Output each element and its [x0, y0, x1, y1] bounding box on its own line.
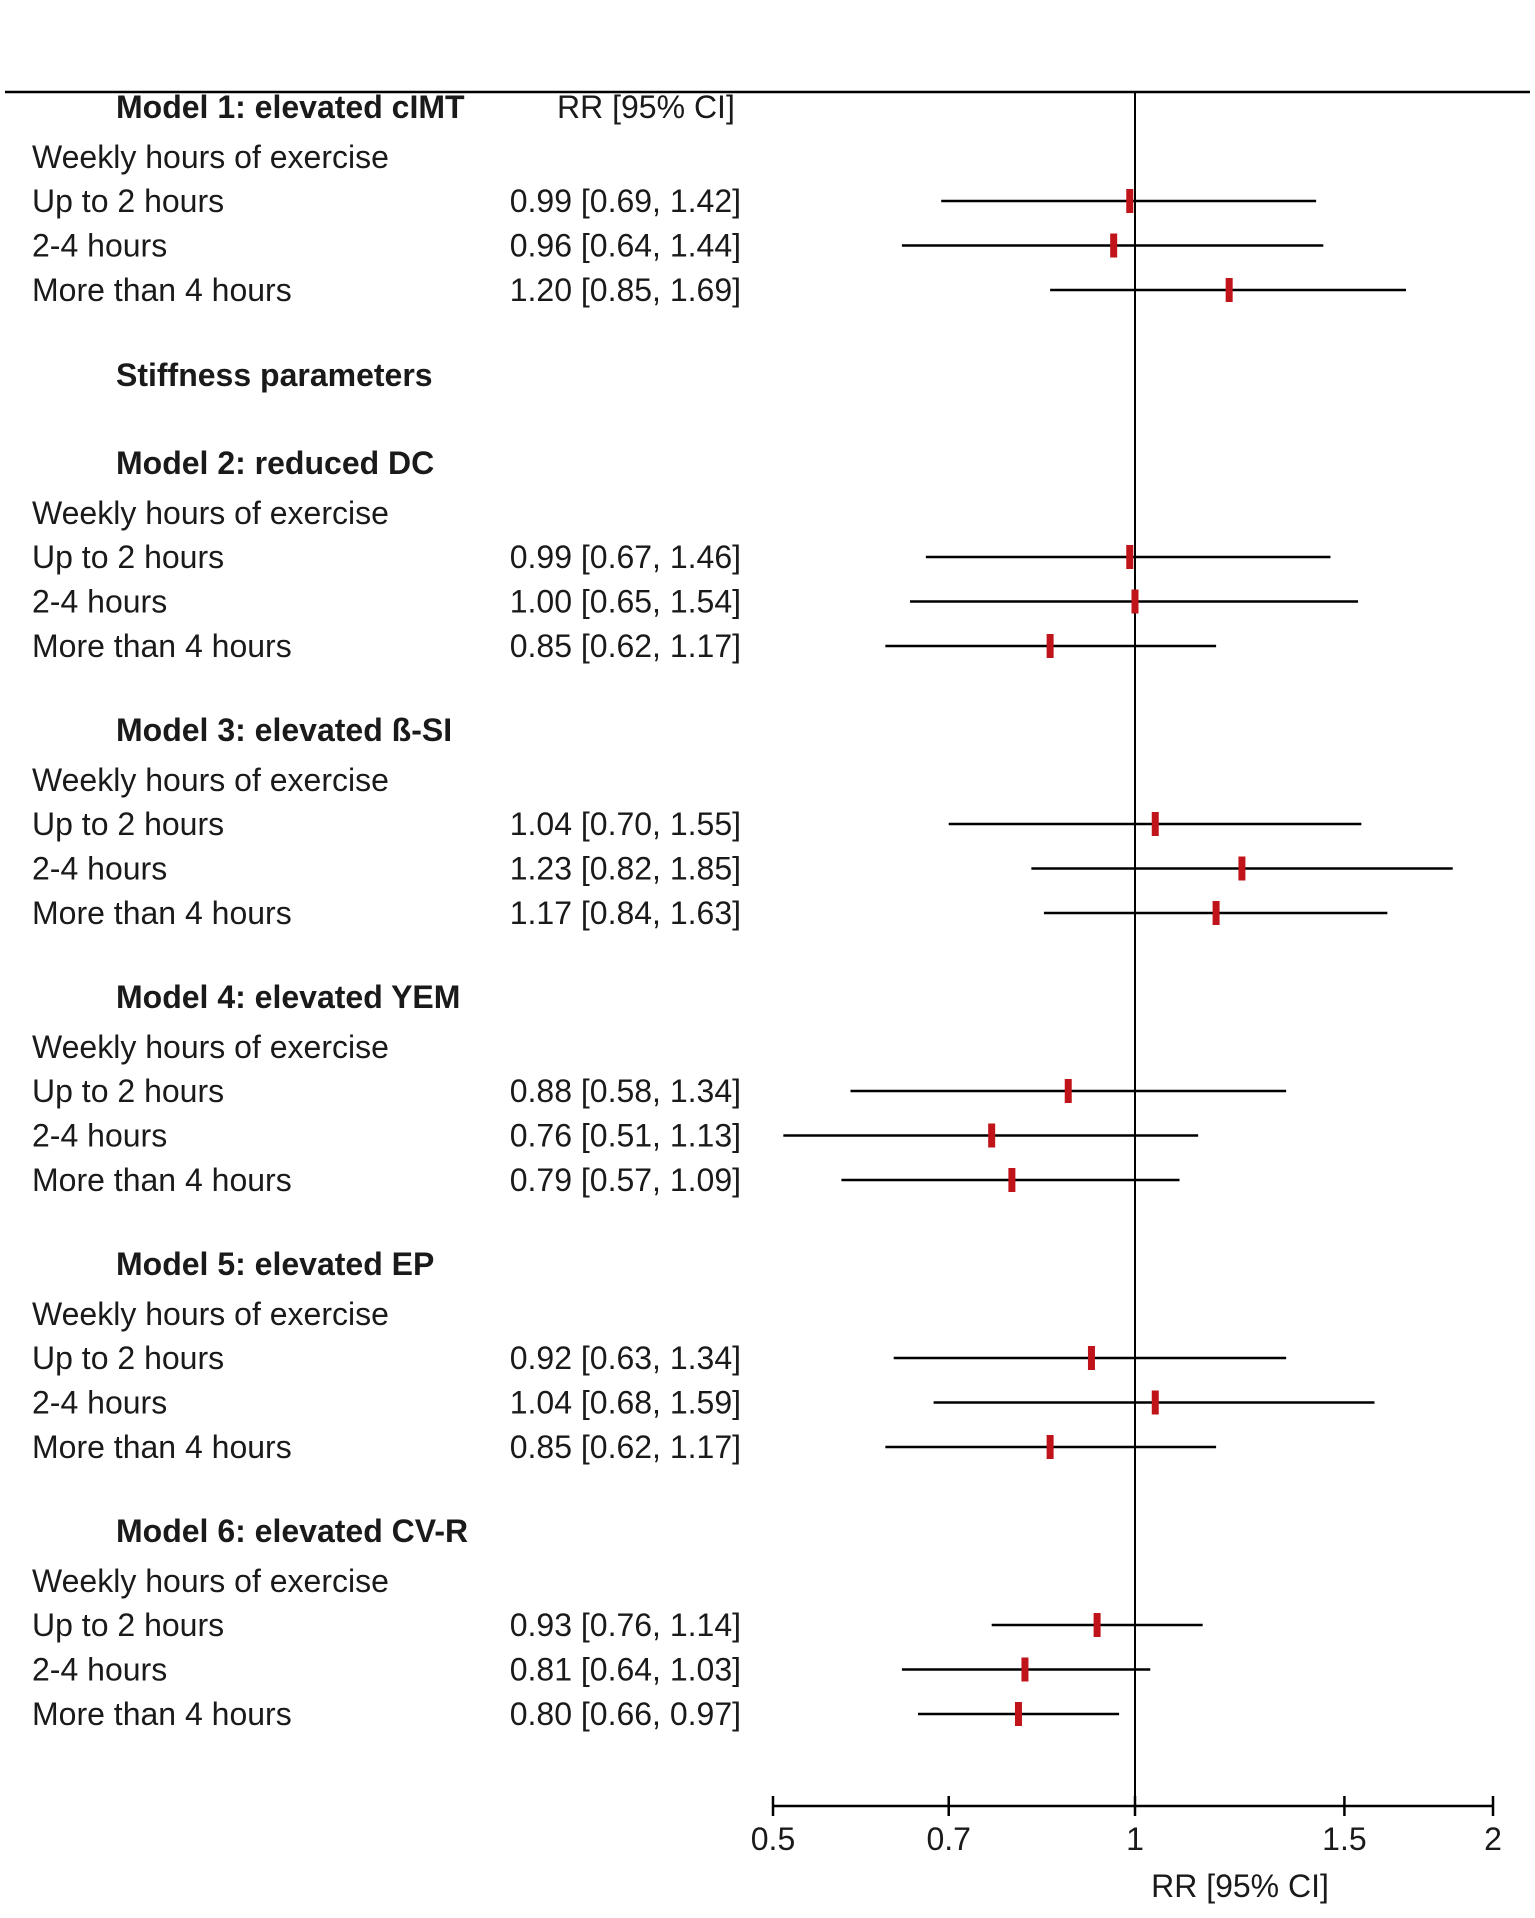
- rr-value: 1.23 [0.82, 1.85]: [510, 851, 741, 887]
- rr-value: 1.17 [0.84, 1.63]: [510, 895, 741, 931]
- rr-point: [1064, 1079, 1072, 1103]
- model-title: Model 1: elevated cIMT: [116, 89, 465, 125]
- x-tick-label: 1.5: [1322, 1821, 1366, 1857]
- rr-point: [1021, 1657, 1029, 1682]
- model-title: Model 2: reduced DC: [116, 445, 434, 481]
- row-label: More than 4 hours: [32, 1162, 292, 1198]
- row-label: More than 4 hours: [32, 1429, 292, 1465]
- x-axis-label: RR [95% CI]: [1151, 1868, 1329, 1904]
- rr-value: 0.99 [0.69, 1.42]: [510, 183, 741, 219]
- row-label: More than 4 hours: [32, 1696, 292, 1732]
- rr-value: 1.00 [0.65, 1.54]: [510, 584, 741, 620]
- rr-point: [1046, 1435, 1054, 1459]
- row-label: More than 4 hours: [32, 895, 292, 931]
- row-label: 2-4 hours: [32, 851, 167, 887]
- rr-value: 0.88 [0.58, 1.34]: [510, 1073, 741, 1109]
- rr-value: 0.96 [0.64, 1.44]: [510, 228, 741, 264]
- rr-value: 0.79 [0.57, 1.09]: [510, 1162, 741, 1198]
- rr-value: 0.76 [0.51, 1.13]: [510, 1118, 741, 1154]
- model-title: Model 6: elevated CV-R: [116, 1513, 468, 1549]
- x-tick-label: 2: [1484, 1821, 1502, 1857]
- row-label: 2-4 hours: [32, 1385, 167, 1421]
- row-label: Up to 2 hours: [32, 1607, 224, 1643]
- x-tick-label: 1: [1126, 1821, 1144, 1857]
- x-tick-label: 0.5: [751, 1821, 795, 1857]
- rr-point: [1212, 901, 1220, 925]
- row-label: Up to 2 hours: [32, 1073, 224, 1109]
- rr-point: [1046, 634, 1054, 658]
- rr-point: [1087, 1346, 1095, 1370]
- rr-value: 0.80 [0.66, 0.97]: [510, 1696, 741, 1732]
- row-label: 2-4 hours: [32, 1652, 167, 1688]
- row-label: 2-4 hours: [32, 228, 167, 264]
- row-label: 2-4 hours: [32, 584, 167, 620]
- rr-value: 0.92 [0.63, 1.34]: [510, 1340, 741, 1376]
- rr-value: 1.04 [0.68, 1.59]: [510, 1385, 741, 1421]
- rr-value: 1.04 [0.70, 1.55]: [510, 806, 741, 842]
- model-subheader: Weekly hours of exercise: [32, 1029, 389, 1065]
- rr-point: [1014, 1702, 1022, 1726]
- model-title: Model 3: elevated ß-SI: [116, 712, 452, 748]
- model-subheader: Weekly hours of exercise: [32, 495, 389, 531]
- rr-point: [1008, 1168, 1016, 1192]
- model-subheader: Weekly hours of exercise: [32, 139, 389, 175]
- rr-point: [1126, 545, 1134, 569]
- rr-value: 0.81 [0.64, 1.03]: [510, 1652, 741, 1688]
- row-label: 2-4 hours: [32, 1118, 167, 1154]
- row-label: Up to 2 hours: [32, 806, 224, 842]
- rr-point: [1131, 589, 1139, 614]
- model-title: Model 5: elevated EP: [116, 1246, 434, 1282]
- rr-point: [1110, 233, 1118, 258]
- row-label: More than 4 hours: [32, 272, 292, 308]
- rr-point: [988, 1123, 996, 1148]
- column-header: RR [95% CI]: [557, 89, 735, 125]
- row-label: More than 4 hours: [32, 628, 292, 664]
- model-subheader: Weekly hours of exercise: [32, 1563, 389, 1599]
- x-tick-label: 0.7: [926, 1821, 970, 1857]
- rr-point: [1151, 812, 1159, 836]
- rr-point: [1151, 1390, 1159, 1415]
- rr-value: 0.85 [0.62, 1.17]: [510, 628, 741, 664]
- rr-point: [1126, 189, 1134, 213]
- rr-point: [1225, 278, 1233, 302]
- rr-value: 0.93 [0.76, 1.14]: [510, 1607, 741, 1643]
- row-label: Up to 2 hours: [32, 1340, 224, 1376]
- rr-value: 1.20 [0.85, 1.69]: [510, 272, 741, 308]
- row-label: Up to 2 hours: [32, 539, 224, 575]
- model-subheader: Weekly hours of exercise: [32, 762, 389, 798]
- section-title: Stiffness parameters: [116, 357, 433, 393]
- model-title: Model 4: elevated YEM: [116, 979, 460, 1015]
- model-subheader: Weekly hours of exercise: [32, 1296, 389, 1332]
- rr-point: [1093, 1613, 1101, 1637]
- rr-value: 0.85 [0.62, 1.17]: [510, 1429, 741, 1465]
- row-label: Up to 2 hours: [32, 183, 224, 219]
- rr-value: 0.99 [0.67, 1.46]: [510, 539, 741, 575]
- rr-point: [1238, 856, 1246, 881]
